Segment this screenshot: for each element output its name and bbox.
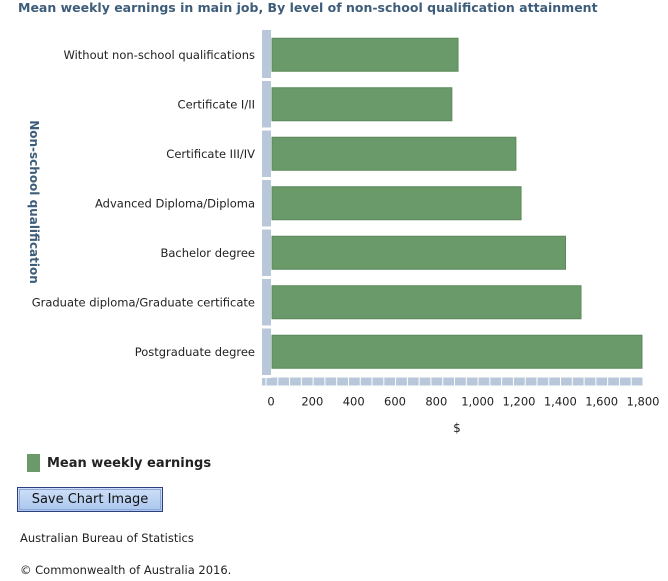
row-separator <box>262 325 271 329</box>
bar <box>271 136 517 171</box>
x-tick-label: 1,000 <box>461 395 494 409</box>
row-separator <box>262 226 271 230</box>
x-tick-label: 600 <box>384 395 406 409</box>
legend-label: Mean weekly earnings <box>47 455 212 471</box>
x-tick-label: 1,400 <box>544 395 577 409</box>
row-separator <box>262 78 271 81</box>
x-tick-label: 200 <box>301 395 323 409</box>
bar <box>271 37 459 72</box>
legend-swatch <box>27 454 40 472</box>
x-tick-label: 1,800 <box>627 395 660 409</box>
category-label: Bachelor degree <box>160 246 255 260</box>
category-label: Advanced Diploma/Diploma <box>95 196 255 210</box>
category-label: Certificate I/II <box>178 97 255 111</box>
source-text: Australian Bureau of Statistics <box>20 531 194 545</box>
y-axis-band <box>262 30 271 385</box>
bar <box>271 235 566 270</box>
bar <box>271 334 643 369</box>
x-axis-title: $ <box>453 421 461 435</box>
row-separator <box>262 276 271 279</box>
category-label: Graduate diploma/Graduate certificate <box>32 295 255 309</box>
x-tick-label: 0 <box>267 395 274 409</box>
legend: Mean weekly earnings <box>27 454 211 472</box>
x-tick-label: 1,600 <box>585 395 618 409</box>
save-chart-image-button[interactable]: Save Chart Image <box>17 487 163 512</box>
bar-chart: Without non-school qualifications Certifi… <box>27 30 660 435</box>
bar <box>271 285 582 320</box>
x-tick-label: 800 <box>425 395 447 409</box>
x-tick-label: 400 <box>343 395 365 409</box>
category-label: Postgraduate degree <box>135 345 255 359</box>
category-label: Certificate III/IV <box>166 147 255 161</box>
copyright-text: © Commonwealth of Australia 2016. <box>20 563 232 577</box>
x-tick-label: 1,200 <box>503 395 536 409</box>
bar <box>271 186 522 221</box>
bar <box>271 87 453 122</box>
row-separator <box>262 127 271 131</box>
y-axis-title: Non-school qualification <box>27 120 41 284</box>
row-separator <box>262 375 271 378</box>
category-label: Without non-school qualifications <box>63 48 255 62</box>
x-axis-band <box>262 377 643 386</box>
chart-title: Mean weekly earnings in main job, By lev… <box>18 0 598 15</box>
row-separator <box>262 177 271 180</box>
